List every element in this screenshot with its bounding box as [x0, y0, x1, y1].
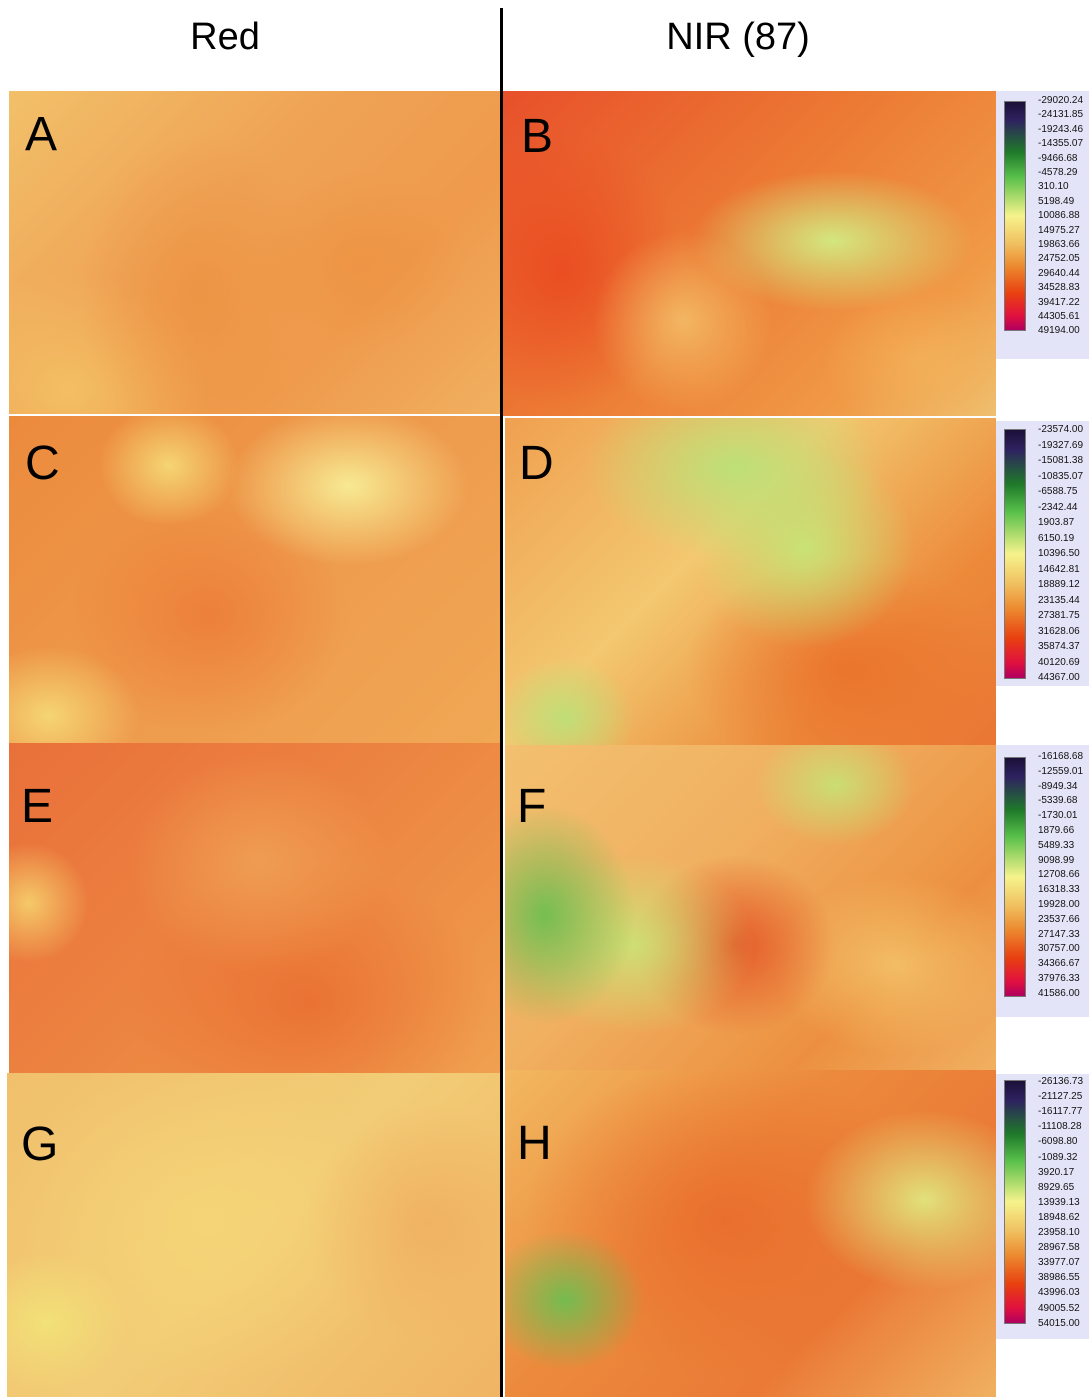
legend-value: -21127.25 [1038, 1091, 1083, 1103]
legend-value: -2342.44 [1038, 501, 1078, 513]
legend-value: 310.10 [1038, 181, 1069, 193]
legend-value: -5339.68 [1038, 795, 1078, 807]
legend-value: 43996.03 [1038, 1287, 1080, 1299]
legend-value: 44305.61 [1038, 311, 1080, 322]
legend-value: 18889.12 [1038, 579, 1080, 590]
legend-value: -12559.01 [1038, 765, 1084, 777]
panel-label-b: B [521, 110, 554, 163]
legend-value: -11108.28 [1038, 1121, 1082, 1133]
legend-value: -1730.01 [1038, 810, 1078, 822]
legend-value: -9466.68 [1038, 152, 1078, 164]
legend-value: -4578.29 [1038, 167, 1078, 178]
legend-value: 14975.27 [1038, 224, 1080, 236]
panel-label-e: E [21, 780, 54, 833]
legend-2: -23574.00 -19327.69 -15081.38 -10835.07 -658… [996, 421, 1089, 686]
legend-value: 40120.69 [1038, 656, 1080, 668]
legend-value: 33977.07 [1038, 1257, 1080, 1269]
legend-value: 28967.58 [1038, 1242, 1080, 1254]
panel-label-d: D [519, 437, 554, 490]
panel-g-image: G [7, 1073, 500, 1397]
panel-label-f: F [517, 780, 547, 833]
legend-value: -1089.32 [1038, 1151, 1078, 1163]
legend-value: 34366.67 [1038, 958, 1080, 970]
legend-1: -29020.24 -24131.85 -19243.46 -14355.07 -946… [996, 91, 1089, 359]
panel-label-c: C [25, 437, 60, 490]
legend-value: -19243.46 [1038, 123, 1084, 135]
legend-value: 34528.83 [1038, 282, 1080, 294]
legend-value: 29640.44 [1038, 267, 1080, 279]
legend-value: -6588.75 [1038, 486, 1078, 497]
legend-value: 23135.44 [1038, 594, 1080, 606]
legend-value: 1903.87 [1038, 517, 1075, 528]
legend-value: 19863.66 [1038, 239, 1080, 250]
legend-value: 37976.33 [1038, 973, 1080, 984]
legend-value: 39417.22 [1038, 296, 1080, 308]
legend-value: 31628.06 [1038, 625, 1080, 637]
column-divider [500, 8, 503, 1397]
panel-label-h: H [517, 1117, 552, 1170]
legend-value: 1879.66 [1038, 825, 1075, 836]
legend-3: -16168.68 -12559.01 -8949.34 -5339.68 -1730.… [996, 745, 1089, 1017]
legend-value: 30757.00 [1038, 943, 1080, 955]
legend-value: 10396.50 [1038, 548, 1080, 559]
legend-value: 14642.81 [1038, 563, 1080, 575]
legend-value: 27147.33 [1038, 928, 1080, 940]
legend-value: 12708.66 [1038, 869, 1080, 881]
legend-value: 49005.52 [1038, 1302, 1080, 1314]
legend-value: 8929.65 [1038, 1181, 1075, 1193]
column-header-red: Red [190, 16, 260, 58]
legend-4: -26136.73 -21127.25 -16117.77 -11108.28 -609… [996, 1074, 1089, 1339]
legend-value: -14355.07 [1038, 138, 1084, 150]
panel-f-image: F [505, 745, 996, 1070]
legend-value: 6150.19 [1038, 532, 1075, 544]
legend-color-bar [1004, 101, 1026, 331]
legend-value: 3920.17 [1038, 1166, 1075, 1178]
legend-value: 5198.49 [1038, 195, 1075, 207]
panel-a-image: A [9, 91, 500, 414]
legend-value: 35874.37 [1038, 641, 1080, 652]
legend-value: 19928.00 [1038, 899, 1080, 910]
legend-value: 27381.75 [1038, 610, 1080, 621]
legend-color-bar [1004, 1080, 1026, 1324]
legend-value: -26136.73 [1038, 1076, 1084, 1087]
legend-value: -8949.34 [1038, 780, 1078, 792]
legend-value: 23537.66 [1038, 913, 1080, 925]
panel-d-image: D [505, 418, 996, 745]
panel-label-a: A [25, 108, 58, 161]
legend-value: 44367.00 [1038, 672, 1080, 683]
legend-value: -16168.68 [1038, 751, 1084, 762]
legend-value: -29020.24 [1038, 95, 1084, 106]
legend-value: -15081.38 [1038, 455, 1084, 466]
column-header-nir: NIR (87) [666, 16, 810, 58]
legend-value: 54015.00 [1038, 1317, 1080, 1329]
legend-color-bar [1004, 429, 1026, 679]
legend-value: 9098.99 [1038, 854, 1075, 866]
legend-value: 13939.13 [1038, 1196, 1080, 1208]
legend-value: -24131.85 [1038, 109, 1084, 121]
legend-value: 23958.10 [1038, 1227, 1080, 1238]
legend-value: -16117.77 [1038, 1106, 1083, 1118]
legend-value: 5489.33 [1038, 839, 1075, 851]
legend-value: -19327.69 [1038, 439, 1084, 451]
legend-value: 16318.33 [1038, 884, 1080, 896]
legend-value: -23574.00 [1038, 424, 1084, 435]
legend-value: -10835.07 [1038, 470, 1084, 482]
legend-color-bar [1004, 757, 1026, 997]
panel-c-image: C [9, 416, 500, 743]
legend-value: 38986.55 [1038, 1272, 1080, 1284]
legend-value: 41586.00 [1038, 987, 1080, 999]
panel-e-image: E [9, 743, 500, 1073]
panel-h-image: H [505, 1070, 996, 1397]
panel-label-g: G [21, 1118, 59, 1171]
legend-value: 24752.05 [1038, 253, 1080, 265]
legend-value: 49194.00 [1038, 325, 1080, 337]
legend-value: -6098.80 [1038, 1136, 1078, 1148]
legend-value: 10086.88 [1038, 210, 1080, 222]
panel-b-image: B [503, 91, 996, 416]
legend-value: 18948.62 [1038, 1211, 1080, 1223]
